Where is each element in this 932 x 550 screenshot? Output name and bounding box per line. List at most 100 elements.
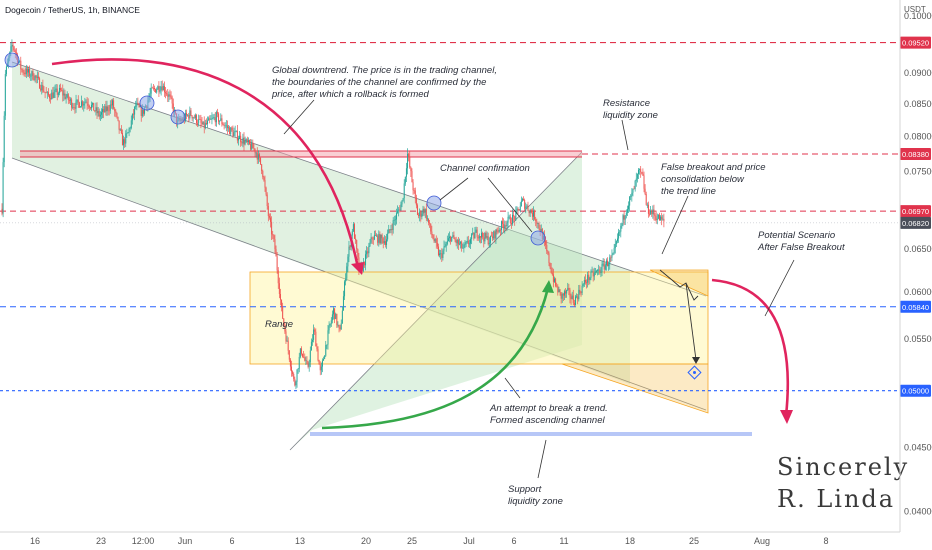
candle-body [595, 270, 597, 272]
candle-body [117, 116, 119, 121]
candle-body [108, 110, 110, 112]
candle-body [266, 194, 268, 207]
candle-body [643, 175, 645, 189]
price-level-chip [900, 384, 931, 397]
candle-body [353, 224, 355, 239]
candle-body [345, 278, 347, 282]
candle-body [547, 251, 549, 254]
candle-body [83, 104, 85, 106]
candle-body [257, 154, 259, 160]
candle-body [331, 314, 333, 321]
candle-body [267, 206, 269, 216]
candle-body [540, 229, 542, 232]
candle-body [193, 117, 195, 119]
candle-body [3, 115, 5, 163]
candle-body [566, 290, 568, 294]
candle-body [62, 90, 64, 96]
time-tick-label: 25 [689, 536, 699, 546]
candle-body [106, 106, 108, 112]
candle-body [642, 173, 644, 176]
candle-body [157, 86, 159, 90]
candle-body [251, 142, 253, 150]
candle-body [637, 169, 639, 175]
candle-body [139, 106, 141, 108]
candle-body [254, 148, 256, 153]
candle-body [592, 271, 594, 277]
candle-body [199, 119, 201, 120]
candle-body [576, 296, 578, 298]
candle-body [513, 214, 515, 217]
candle-body [567, 287, 569, 291]
candle-body [15, 52, 17, 55]
candle-body [574, 296, 576, 306]
candle-body [593, 272, 595, 277]
candle-body [78, 102, 80, 108]
candle-body [456, 239, 458, 244]
candle-body [295, 381, 297, 386]
candle-body [329, 323, 331, 326]
candle-body [299, 348, 301, 357]
candle-body [190, 110, 192, 116]
candle-body [47, 92, 49, 96]
candle-body [389, 229, 391, 231]
candle-body [463, 244, 465, 248]
candle-body [395, 213, 397, 220]
candle-body [158, 86, 160, 92]
candle-body [150, 87, 152, 94]
candle-body [380, 234, 382, 244]
candle-body [26, 68, 28, 73]
candle-body [328, 325, 330, 331]
candle-body [44, 91, 46, 93]
candle-body [464, 244, 466, 245]
candle-body [457, 239, 459, 245]
candle-body [200, 119, 202, 123]
candle-body [433, 238, 435, 242]
time-tick-label: 16 [30, 536, 40, 546]
candle-body [443, 246, 445, 251]
candle-body [236, 130, 238, 141]
downtrend-arrow [51, 58, 360, 269]
candle-body [110, 104, 112, 106]
candle-body [126, 133, 128, 134]
candle-body [118, 120, 120, 130]
candle-body [202, 121, 204, 125]
candle-body [302, 353, 304, 357]
candle-body [465, 241, 467, 245]
candle-body [523, 198, 525, 200]
candle-body [437, 246, 439, 256]
price-level-label: 0.05840 [902, 303, 929, 312]
candle-body [468, 243, 470, 245]
candle-body [323, 358, 325, 361]
candle-body [578, 289, 580, 300]
candle-body [263, 177, 265, 181]
candle-body [209, 118, 211, 120]
candle-body [296, 369, 298, 382]
annotation-attempt: An attempt to break a trend. Formed ascen… [489, 403, 608, 426]
candle-body [570, 297, 572, 299]
time-tick-label: 6 [229, 536, 234, 546]
candle-body [103, 109, 105, 113]
candle-body [235, 130, 237, 132]
candle-body [207, 120, 209, 125]
candle-body [318, 360, 320, 365]
candle-body [260, 157, 262, 165]
time-tick-label: 18 [625, 536, 635, 546]
candle-body [439, 253, 441, 256]
candle-body [138, 103, 140, 108]
candle-body [49, 95, 51, 99]
candle-body [274, 239, 276, 250]
time-tick-label: Jul [463, 536, 475, 546]
annotation-global: Global downtrend. The price is in the tr… [271, 65, 497, 100]
candle-body [109, 104, 111, 111]
candle-body [210, 119, 212, 120]
candle-body [277, 270, 279, 284]
candle-body [572, 295, 574, 303]
candle-body [92, 102, 94, 105]
candle-body [605, 260, 607, 266]
candle-body [492, 236, 494, 239]
candle-body [392, 220, 394, 230]
candle-body [88, 105, 90, 108]
candle-body [379, 233, 381, 244]
